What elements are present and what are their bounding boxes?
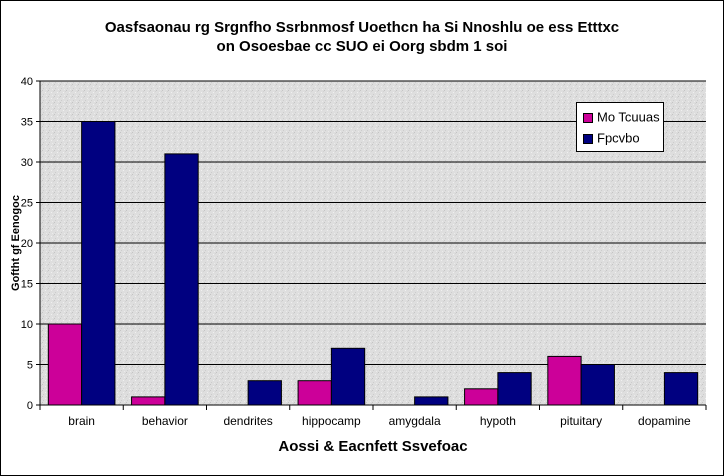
x-tick-label-pituitary: pituitary (560, 414, 602, 428)
bar-series-2-pituitary (580, 364, 615, 406)
x-tick-label-behavior: behavior (142, 414, 188, 428)
x-tick-label-dendrites: dendrites (223, 414, 272, 428)
bar-series-2-hypoth (497, 372, 532, 406)
x-tick-label-hippocamp: hippocamp (302, 414, 361, 428)
bar-series-2-behavior (164, 153, 199, 406)
legend-label-series-1: Mo Tcuuas (597, 109, 660, 125)
chart-title-line-1: Oasfsaonau rg Srgnfho Ssrbnmosf Uoethcn … (104, 19, 620, 36)
y-tick-label-0: 0 (27, 400, 33, 412)
x-tick-label-brain: brain (68, 414, 95, 428)
bar-series-2-hippocamp (330, 347, 366, 406)
y-tick-label-5: 25 (21, 198, 33, 210)
bar-series-1-hypoth (464, 388, 499, 406)
x-tick-label-amygdala: amygdala (389, 414, 441, 428)
y-tick-label-1: 5 (27, 360, 33, 372)
x-tick-label-hypoth: hypoth (480, 414, 516, 428)
x-axis-title: Aossi & Eacnfett Ssvefoac (278, 438, 468, 455)
bar-series-2-brain (81, 121, 116, 406)
chart-title: Oasfsaonau rg Srgnfho Ssrbnmosf Uoethcn … (0, 18, 724, 56)
bar-series-1-hippocamp (297, 380, 332, 406)
legend-item-series-1: Mo Tcuuas (583, 109, 660, 125)
legend: Mo Tcuuas Fpcvbo (576, 102, 664, 152)
legend-item-series-2: Fpcvbo (583, 130, 640, 146)
chart-title-line-2: on Osoesbae cc SUO ei Oorg sbdm 1 soi (216, 38, 508, 55)
bar-series-1-behavior (131, 396, 166, 406)
bar-series-1-pituitary (547, 355, 582, 406)
bar-series-2-amygdala (414, 396, 449, 406)
y-tick-label-7: 35 (21, 117, 33, 129)
y-tick-label-8: 40 (21, 76, 33, 88)
bar-series-2-dopamine (663, 372, 699, 406)
x-tick-label-dopamine: dopamine (638, 414, 691, 428)
bar-series-2-dendrites (247, 380, 282, 406)
y-tick-label-3: 15 (21, 279, 33, 291)
y-tick-label-6: 30 (21, 157, 33, 169)
legend-swatch-series-1 (583, 112, 593, 123)
y-axis-title: Goftht gf Eenogoc (10, 195, 22, 291)
legend-label-series-2: Fpcvbo (597, 130, 640, 146)
y-tick-label-4: 20 (21, 238, 33, 250)
y-tick-label-2: 10 (21, 319, 33, 331)
legend-swatch-series-2 (583, 133, 593, 144)
bar-series-1-brain (47, 323, 83, 406)
